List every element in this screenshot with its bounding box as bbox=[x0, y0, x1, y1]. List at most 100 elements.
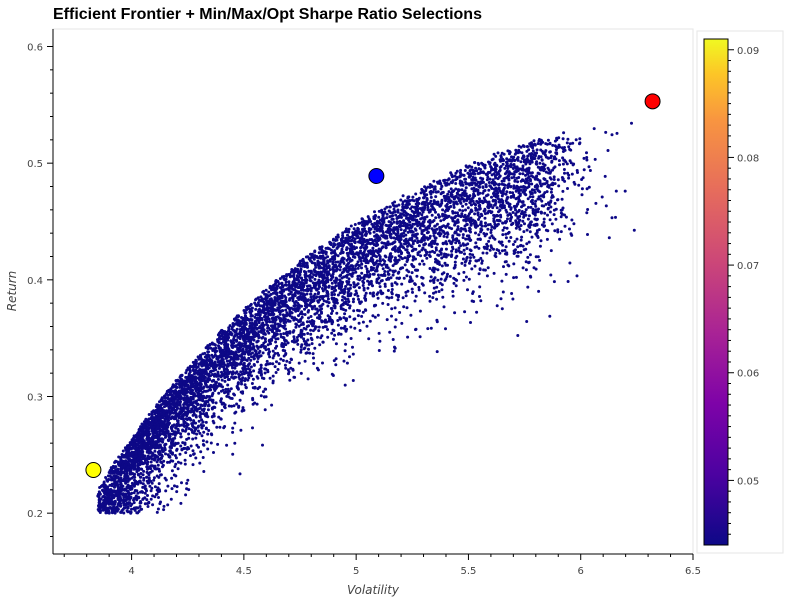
scatter-point bbox=[580, 193, 584, 197]
scatter-point bbox=[247, 356, 251, 360]
scatter-point bbox=[158, 469, 161, 473]
scatter-point bbox=[145, 467, 149, 471]
scatter-point bbox=[462, 190, 466, 194]
scatter-point bbox=[467, 277, 471, 281]
scatter-point bbox=[559, 230, 563, 234]
scatter-point bbox=[266, 370, 270, 374]
scatter-point bbox=[556, 228, 560, 232]
scatter-point bbox=[500, 151, 504, 155]
scatter-point bbox=[330, 275, 334, 279]
scatter-point bbox=[509, 165, 513, 169]
scatter-point bbox=[552, 175, 556, 179]
scatter-point bbox=[495, 304, 499, 308]
scatter-point bbox=[299, 345, 303, 349]
scatter-point bbox=[173, 454, 177, 457]
scatter-point bbox=[417, 244, 421, 248]
scatter-point bbox=[204, 420, 208, 424]
scatter-point bbox=[267, 347, 271, 351]
scatter-point bbox=[249, 365, 253, 369]
scatter-point bbox=[330, 331, 334, 335]
scatter-point bbox=[351, 300, 355, 304]
scatter-point bbox=[184, 371, 188, 375]
scatter-point bbox=[191, 449, 195, 453]
scatter-point bbox=[357, 286, 361, 290]
scatter-point bbox=[380, 279, 384, 282]
scatter-point bbox=[228, 324, 232, 328]
scatter-point bbox=[219, 399, 223, 403]
scatter-point bbox=[209, 346, 213, 350]
scatter-point bbox=[534, 208, 538, 212]
scatter-point bbox=[217, 391, 221, 395]
scatter-point bbox=[531, 209, 535, 213]
scatter-point bbox=[305, 351, 309, 355]
scatter-point bbox=[438, 226, 442, 229]
scatter-point bbox=[488, 236, 492, 240]
scatter-point bbox=[104, 476, 108, 479]
scatter-point bbox=[415, 218, 419, 222]
scatter-point bbox=[510, 292, 514, 295]
scatter-point bbox=[441, 190, 445, 194]
scatter-point bbox=[202, 470, 206, 473]
scatter-point bbox=[475, 169, 479, 173]
scatter-point bbox=[355, 246, 358, 250]
scatter-point bbox=[263, 408, 267, 412]
scatter-point bbox=[330, 293, 334, 297]
scatter-point bbox=[252, 338, 256, 342]
scatter-point bbox=[525, 242, 529, 246]
scatter-point bbox=[263, 314, 267, 318]
scatter-point bbox=[483, 209, 487, 212]
scatter-point bbox=[184, 493, 188, 497]
scatter-point bbox=[511, 211, 515, 214]
scatter-point bbox=[585, 187, 589, 191]
scatter-point bbox=[478, 295, 481, 298]
scatter-point bbox=[261, 321, 265, 325]
scatter-point bbox=[289, 290, 293, 294]
scatter-point bbox=[516, 156, 520, 159]
scatter-point bbox=[476, 237, 480, 241]
scatter-point bbox=[459, 183, 463, 187]
scatter-point bbox=[521, 266, 525, 270]
scatter-point bbox=[610, 216, 614, 220]
scatter-point bbox=[330, 285, 334, 289]
scatter-point bbox=[380, 263, 384, 267]
scatter-point bbox=[265, 306, 269, 310]
scatter-point bbox=[561, 156, 565, 160]
scatter-point bbox=[192, 410, 196, 414]
scatter-point bbox=[288, 319, 292, 323]
scatter-point bbox=[303, 313, 307, 316]
scatter-point bbox=[351, 379, 355, 382]
scatter-point bbox=[492, 152, 496, 156]
scatter-point bbox=[349, 283, 353, 287]
scatter-point bbox=[418, 207, 422, 210]
scatter-point bbox=[179, 444, 183, 448]
scatter-point bbox=[161, 440, 165, 444]
scatter-point bbox=[358, 221, 362, 225]
scatter-point bbox=[214, 401, 218, 405]
scatter-point bbox=[284, 366, 288, 370]
scatter-point bbox=[141, 497, 145, 501]
scatter-point bbox=[280, 281, 284, 285]
scatter-point bbox=[428, 279, 432, 283]
scatter-point bbox=[502, 191, 505, 195]
scatter-point bbox=[179, 501, 183, 505]
scatter-point bbox=[446, 272, 449, 276]
scatter-point bbox=[444, 225, 447, 229]
scatter-point bbox=[261, 443, 264, 447]
scatter-point bbox=[515, 176, 519, 180]
scatter-point bbox=[265, 359, 269, 363]
scatter-point bbox=[340, 276, 344, 280]
scatter-point bbox=[477, 233, 481, 237]
scatter-point bbox=[493, 174, 497, 178]
scatter-point bbox=[496, 222, 500, 226]
scatter-point bbox=[339, 252, 342, 255]
scatter-point bbox=[294, 325, 298, 329]
scatter-point bbox=[233, 366, 237, 370]
scatter-point bbox=[594, 201, 598, 205]
scatter-point bbox=[381, 267, 385, 271]
scatter-point bbox=[560, 197, 564, 201]
scatter-point bbox=[489, 244, 493, 248]
scatter-point bbox=[568, 142, 572, 146]
scatter-point bbox=[526, 255, 530, 259]
scatter-point bbox=[487, 200, 491, 204]
scatter-point bbox=[464, 275, 468, 279]
